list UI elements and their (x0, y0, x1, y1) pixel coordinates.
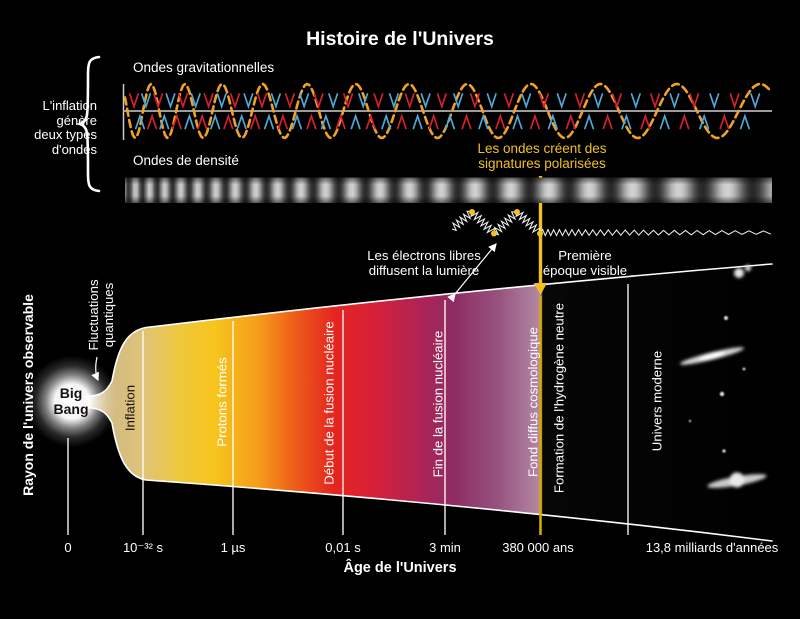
big-bang-line: Big (59, 385, 83, 401)
fluctuations-line: Fluctuations (85, 279, 101, 351)
photon-scattering-graphic (451, 209, 772, 238)
axis-tick-label: 0 (64, 540, 72, 555)
density-wave-band (125, 177, 772, 203)
star-icon (688, 316, 746, 453)
quantum-fluctuations-note: Fluctuations quantiques (86, 279, 116, 350)
universe-cone (86, 264, 772, 541)
fluctuations-arrow-icon (91, 356, 99, 382)
axis-tick-label: 1 µs (220, 540, 246, 555)
timeline-dividers (67, 284, 629, 535)
axis-tick-label: 380 000 ans (502, 540, 574, 555)
polarized-note-line: signatures polarisées (478, 156, 606, 172)
galaxy-icon (734, 264, 752, 278)
electron-scatter-arrow-icon (447, 243, 497, 303)
cone-region-label-neutral-hydrogen: Formation de l'hydrogène neutre (551, 302, 567, 494)
page-title: Histoire de l'Univers (306, 28, 494, 50)
cone-region-label-fusion-end: Fin de la fusion nucléaire (430, 330, 446, 478)
first-epoch-line: époque visible (542, 262, 628, 278)
free-electrons-note: Les électrons libres diffusent la lumièr… (334, 248, 514, 279)
axis-tick-label: 13,8 milliards d'années (645, 540, 779, 555)
cone-region-label-modern-universe: Univers moderne (649, 350, 665, 452)
big-bang-label: Big Bang (36, 385, 106, 417)
first-epoch-note: Première époque visible (510, 248, 660, 279)
electron-dot (491, 230, 497, 237)
galaxy-icon (679, 347, 745, 365)
electrons-note-line: diffusent la lumière (368, 262, 480, 278)
radius-axis-label: Rayon de l'univers observable (20, 294, 37, 496)
first-epoch-line: Première (558, 248, 612, 263)
fluctuations-line: quantiques (101, 282, 116, 348)
axis-tick-label: 10⁻³² s (122, 540, 164, 555)
curly-brace-icon (75, 55, 101, 193)
cone-region-label-fusion-start: Début de la fusion nucléaire (321, 321, 337, 485)
cone-region-label-protons: Protons formés (214, 357, 230, 447)
axis-tick-label: 3 min (429, 540, 461, 555)
gravitational-wave-graphic (122, 82, 772, 140)
inflation-note-line: L'inflation (42, 98, 97, 113)
cone-region-label-inflation: Inflation (122, 384, 138, 432)
electron-dot (514, 209, 520, 215)
inflation-note-line: d'ondes (51, 141, 97, 157)
polarized-signatures-note: Les ondes créent des signatures polarisé… (437, 141, 647, 171)
electron-dot (469, 209, 475, 215)
axis-tick-label: 0,01 s (325, 540, 361, 555)
modern-universe-objects (679, 264, 767, 488)
polarized-note-line: Les ondes créent des (477, 141, 607, 156)
axis-title: Âge de l'Univers (343, 560, 457, 576)
inflation-note-line: génère (56, 112, 97, 128)
electron-dot (537, 230, 543, 237)
inflation-note: L'inflation génère deux types d'ondes (18, 98, 97, 157)
inflation-note-line: deux types (34, 127, 97, 143)
galaxy-icon (707, 472, 767, 488)
gravitational-waves-label: Ondes gravitationnelles (133, 60, 275, 75)
cone-region-label-cmb: Fond diffus cosmologique (525, 326, 541, 478)
density-waves-label: Ondes de densité (133, 153, 239, 168)
big-bang-line: Bang (53, 400, 89, 417)
electrons-note-line: Les électrons libres (367, 248, 481, 263)
